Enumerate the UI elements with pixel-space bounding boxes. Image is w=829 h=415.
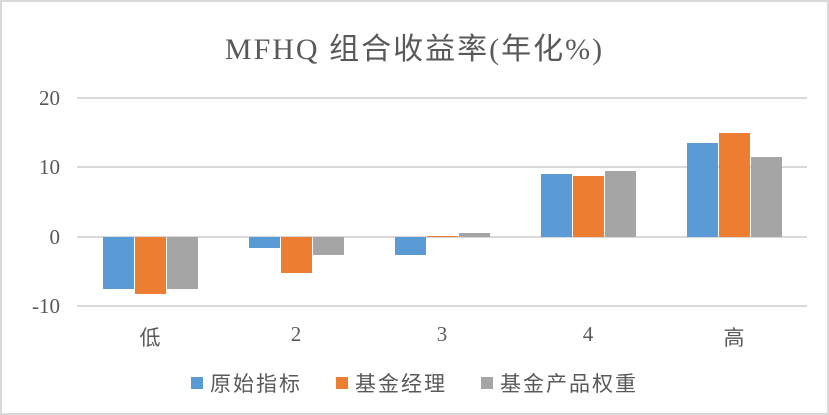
legend-label: 基金产品权重 xyxy=(500,372,638,396)
gridline-y-20 xyxy=(77,97,807,99)
x-axis-category-label: 3 xyxy=(436,322,448,346)
legend-item-series-2[interactable]: 基金经理 xyxy=(336,368,447,398)
y-axis-tick-label: 10 xyxy=(39,155,60,180)
legend-item-series-1[interactable]: 原始指标 xyxy=(191,368,302,398)
legend: 原始指标 基金经理 基金产品权重 xyxy=(2,368,827,398)
bar-series-2-category-2[interactable] xyxy=(280,236,312,273)
x-axis-category-label: 4 xyxy=(582,322,594,346)
bar-series-1-category-5[interactable] xyxy=(686,143,718,237)
legend-item-series-3[interactable]: 基金产品权重 xyxy=(481,368,638,398)
legend-swatch-icon xyxy=(481,377,493,389)
bar-series-3-category-1[interactable] xyxy=(166,236,198,289)
y-axis-tick-label: 0 xyxy=(49,224,61,249)
y-axis-tick-label: -10 xyxy=(32,294,60,318)
bar-series-1-category-3[interactable] xyxy=(394,236,426,256)
x-axis-category-label: 低 xyxy=(139,326,161,350)
bar-series-2-category-4[interactable] xyxy=(572,176,604,237)
gridline-y--10 xyxy=(77,305,807,307)
bar-series-3-category-4[interactable] xyxy=(604,170,636,237)
bar-series-1-category-1[interactable] xyxy=(102,236,134,289)
bar-series-3-category-5[interactable] xyxy=(750,156,782,237)
legend-label: 基金经理 xyxy=(355,372,447,396)
bar-series-3-category-2[interactable] xyxy=(312,236,344,255)
bar-series-3-category-3[interactable] xyxy=(458,232,490,237)
x-axis-category-label: 高 xyxy=(723,326,745,350)
legend-swatch-icon xyxy=(191,377,203,389)
gridline-y-10 xyxy=(77,166,807,169)
legend-swatch-icon xyxy=(336,377,348,389)
bar-series-2-category-1[interactable] xyxy=(134,236,166,295)
legend-label: 原始指标 xyxy=(210,372,302,396)
bar-series-2-category-5[interactable] xyxy=(718,132,750,237)
y-axis-tick-label: 20 xyxy=(39,86,60,110)
bar-series-1-category-2[interactable] xyxy=(248,236,280,249)
bar-series-2-category-3[interactable] xyxy=(426,235,458,238)
bar-series-1-category-4[interactable] xyxy=(540,174,572,237)
x-axis-category-label: 2 xyxy=(290,322,302,346)
chart-title: MFHQ 组合收益率(年化%) xyxy=(224,33,605,66)
